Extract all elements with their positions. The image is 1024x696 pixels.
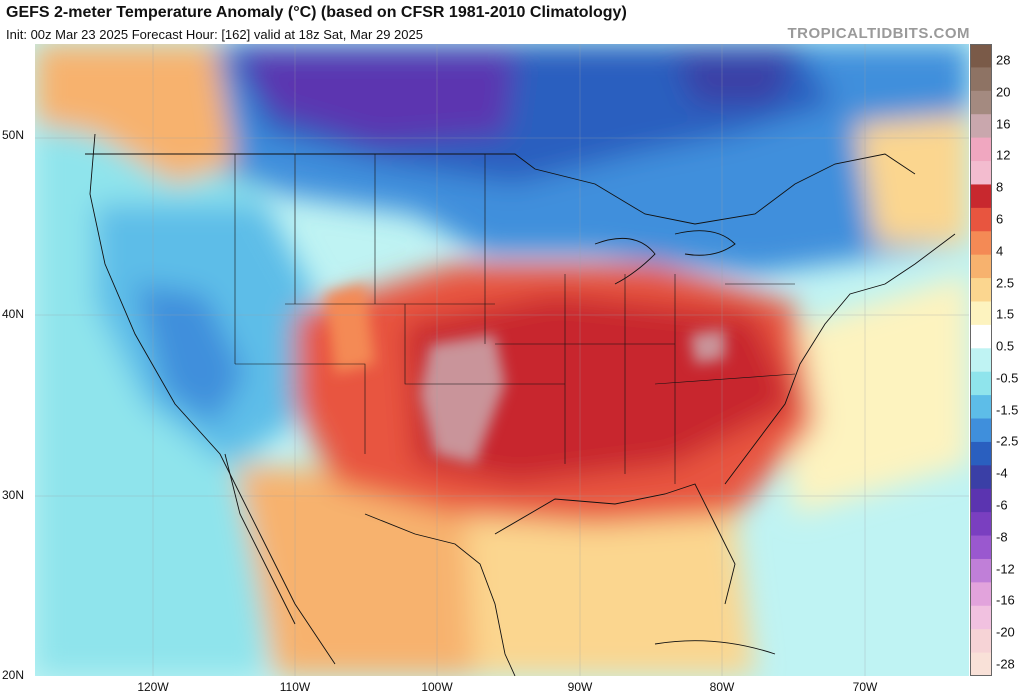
lon-label-100w: 100W [421,680,453,694]
colorbar-border [970,44,992,676]
lat-label-40n: 40N [2,307,25,321]
state-lines [234,154,796,484]
colorbar-tick-label: 6 [996,211,1004,227]
canada-purple-region [235,54,515,144]
atlantic-coastline [724,233,956,485]
lat-label-20n: 20N [2,668,25,682]
colorbar-swatch [970,441,992,466]
colorbar-tick-label: 16 [996,116,1011,132]
colorbar-swatch [970,207,992,232]
coastlines-and-borders [85,133,956,676]
colorbar-tick-label: 28 [996,52,1011,68]
colorbar-tick-label: 8 [996,179,1004,195]
colorbar-swatch [970,371,992,396]
brand-watermark: TROPICALTIDBITS.COM [787,25,970,42]
southern-plains-peak [420,334,505,464]
colorbar-swatch [970,395,992,420]
colorbar-swatch [970,161,992,185]
gulf-yellow-region [465,504,755,676]
colorbar-tick-label: -6 [996,497,1008,513]
lon-label-90w: 90W [567,680,593,694]
pacific-coastline [89,133,336,665]
colorbar-swatch [970,535,992,560]
colorbar-swatch [970,301,992,326]
gulf-north-coast [494,483,736,605]
colorbar-swatch [970,605,992,630]
colorbar-tick-label: -1.5 [996,402,1019,418]
colorbar-tick-label: 12 [996,147,1011,163]
colorbar-tick-label: 4 [996,243,1004,259]
colorbar-swatch [970,512,992,537]
colorbar-swatch [970,582,992,607]
northeast-warm-region [855,114,969,244]
colorbar-swatch [970,254,992,279]
baja-peninsula [224,453,296,625]
colorbar-swatch [970,348,992,373]
colorbar-swatch [970,184,992,209]
map-subtitle: Init: 00z Mar 23 2025 Forecast Hour: [16… [6,27,423,42]
anomaly-map [35,44,969,676]
colorbar-tick-label: -28 [996,656,1015,672]
colorbar [970,44,992,676]
map-title: GEFS 2-meter Temperature Anomaly (°C) (b… [6,4,627,21]
colorbar-swatch [970,278,992,302]
colorbar-swatch [970,137,992,162]
colorbar-tick-label: 1.5 [996,306,1015,322]
colorbar-tick-label: -0.5 [996,370,1019,386]
colorbar-swatch [970,488,992,513]
colorbar-tick-label: -8 [996,529,1008,545]
cuba-outline [654,640,776,655]
rockies-warm-streak [325,284,375,374]
colorbar-tick-label: -20 [996,624,1015,640]
lon-label-110w: 110W [279,680,311,694]
colorbar-swatch [970,324,992,349]
colorbar-tick-label: 2.5 [996,275,1015,291]
appalachian-peak [690,329,725,364]
california-cold-region [135,284,245,424]
colorbar-tick-label: 0.5 [996,338,1015,354]
colorbar-tick-label: -12 [996,561,1015,577]
lon-label-120w: 120W [137,680,169,694]
colorbar-swatch [970,231,992,256]
colorbar-swatch [970,44,992,68]
atlantic-yellow-region [775,274,969,514]
graticule [35,44,969,676]
colorbar-swatch [970,114,992,139]
hudson-purple-region [675,54,795,104]
lat-label-30n: 30N [2,488,25,502]
lon-label-80w: 80W [709,680,735,694]
colorbar-tick-label: -16 [996,592,1015,608]
colorbar-swatch [970,90,992,115]
lat-label-50n: 50N [2,128,25,142]
colorbar-swatch [970,652,992,676]
colorbar-swatch [970,67,992,92]
colorbar-swatch [970,558,992,583]
colorbar-tick-label: 20 [996,84,1011,100]
colorbar-tick-label: -4 [996,465,1008,481]
colorbar-swatch [970,418,992,443]
great-lakes [594,230,736,285]
us-canada-border [85,153,916,225]
lon-label-70w: 70W [852,680,878,694]
northwest-warm-region [35,44,235,184]
gulf-coastline [364,513,516,676]
colorbar-swatch [970,629,992,654]
colorbar-swatch [970,465,992,490]
colorbar-tick-label: -2.5 [996,433,1019,449]
